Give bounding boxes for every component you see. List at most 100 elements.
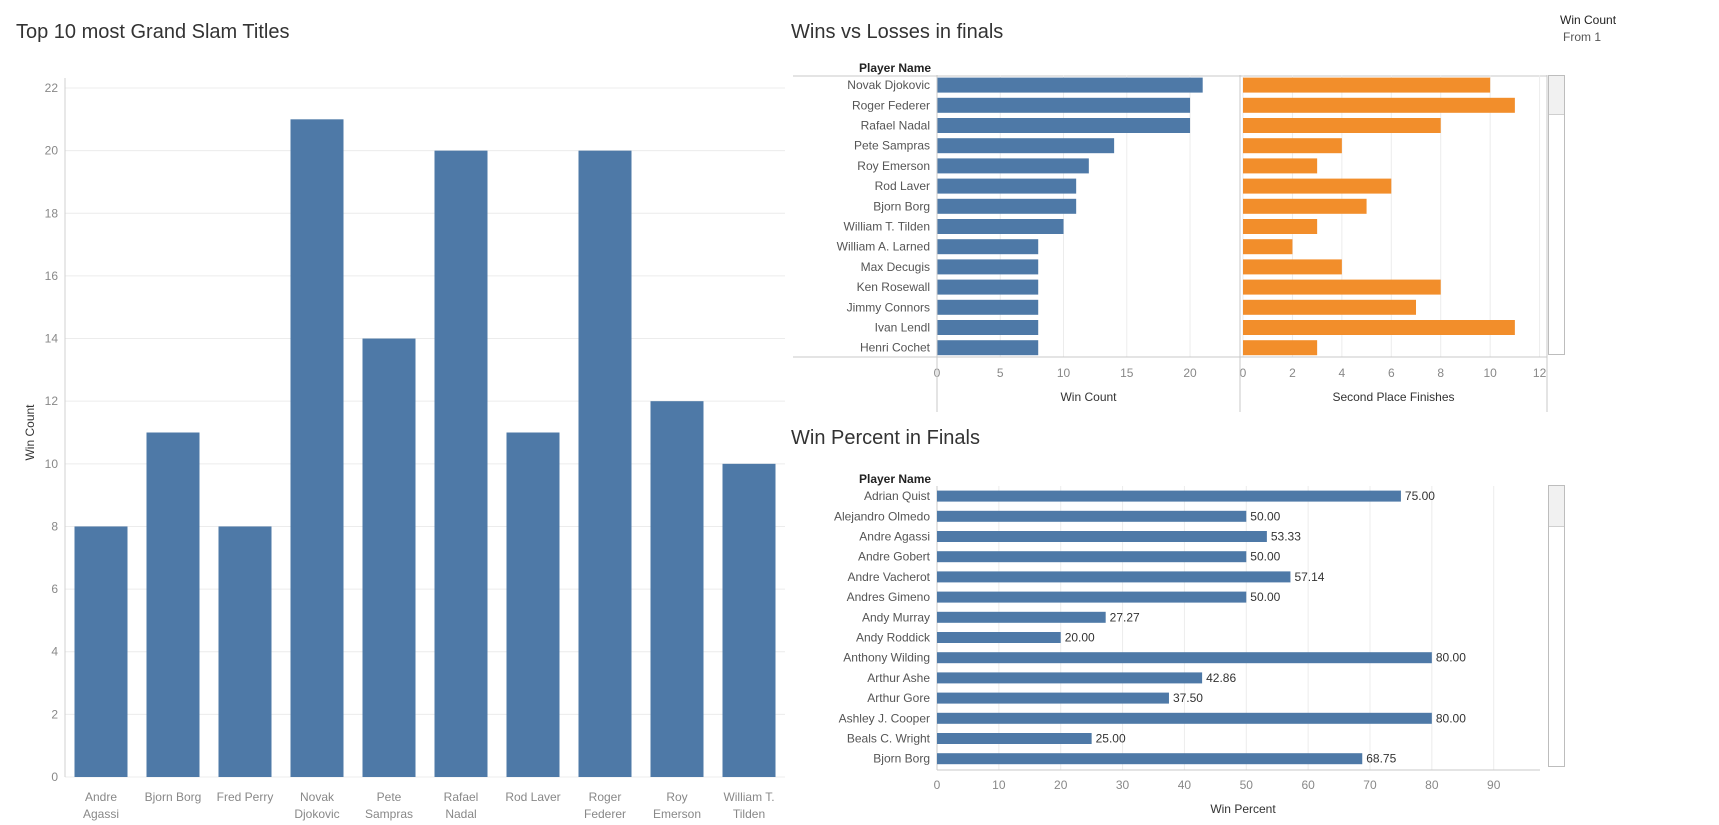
x-tick-label: 10	[1483, 366, 1497, 380]
x-tick-label: Sampras	[365, 807, 413, 821]
row-label: Pete Sampras	[854, 139, 930, 153]
x-tick-label: Roger	[589, 790, 622, 804]
win-bar-jimmy-connors	[937, 299, 1039, 315]
bar-rafael-nadal	[434, 150, 488, 778]
percent-bar-alejandro-olmedo	[937, 510, 1247, 522]
win-bar-bjorn-borg	[937, 198, 1077, 214]
percent-bar-andre-agassi	[937, 531, 1267, 542]
x-tick-label: 20	[1054, 778, 1068, 792]
data-label: 50.00	[1250, 550, 1280, 564]
x-tick-label: 10	[1057, 366, 1071, 380]
percent-bar-andy-murray	[937, 611, 1106, 623]
chart1-title: Top 10 most Grand Slam Titles	[16, 21, 290, 43]
x-tick-label: William T.	[723, 790, 774, 804]
x-tick-label: Bjorn Borg	[145, 790, 202, 804]
x-tick-label: 20	[1183, 366, 1197, 380]
data-label: 42.86	[1206, 671, 1236, 685]
x-tick-label: 6	[1388, 366, 1395, 380]
x-tick-label: Pete	[377, 790, 402, 804]
second-bar-max-decugis	[1243, 259, 1342, 275]
row-label: Arthur Gore	[867, 691, 930, 705]
win-bar-henri-cochet	[937, 340, 1039, 356]
row-label: Arthur Ashe	[867, 671, 930, 685]
x-tick-label: Tilden	[733, 807, 765, 821]
y-tick-label: 10	[45, 457, 59, 471]
row-label: Adrian Quist	[864, 489, 931, 503]
percent-bar-andre-gobert	[937, 551, 1247, 563]
x-axis-title: Win Percent	[1210, 802, 1276, 816]
y-tick-label: 16	[45, 269, 59, 283]
data-label: 27.27	[1110, 610, 1140, 624]
x-tick-label: 2	[1289, 366, 1296, 380]
data-label: 57.14	[1294, 570, 1324, 584]
percent-bar-arthur-gore	[937, 692, 1169, 704]
wins-losses-scrollbar[interactable]	[1548, 75, 1565, 355]
x-tick-label: 30	[1116, 778, 1130, 792]
x-tick-label: Rafael	[444, 790, 479, 804]
second-bar-roy-emerson	[1243, 158, 1318, 174]
second-bar-rod-laver	[1243, 178, 1392, 194]
win-bar-ivan-lendl	[937, 320, 1039, 335]
x-tick-label: 90	[1487, 778, 1501, 792]
percent-bar-arthur-ashe	[937, 672, 1203, 684]
data-label: 75.00	[1405, 489, 1435, 503]
win-bar-novak-djokovic	[937, 77, 1203, 93]
row-label: Andy Murray	[862, 610, 930, 624]
x-tick-label: 10	[992, 778, 1006, 792]
second-bar-ivan-lendl	[1243, 320, 1515, 335]
x-tick-label: 80	[1425, 778, 1439, 792]
bar-andre-agassi	[74, 526, 128, 777]
second-bar-roger-federer	[1243, 97, 1515, 113]
row-label: Ashley J. Cooper	[839, 711, 930, 725]
filter-value: From 1	[1563, 30, 1602, 44]
percent-bar-beals-c-wright	[937, 733, 1092, 744]
win-bar-rafael-nadal	[937, 118, 1191, 133]
bar-william-t-tilden	[722, 463, 776, 777]
win-percent-scrollbar[interactable]	[1548, 485, 1565, 767]
row-label: Bjorn Borg	[873, 752, 930, 766]
row-label: Andre Vacherot	[848, 570, 931, 584]
percent-bar-anthony-wilding	[937, 652, 1432, 664]
x-tick-label: 0	[934, 778, 941, 792]
y-tick-label: 6	[51, 582, 58, 596]
x-tick-label: Novak	[300, 790, 335, 804]
x-tick-label: 0	[1240, 366, 1247, 380]
win-bar-pete-sampras	[937, 138, 1115, 154]
row-label: Rafael Nadal	[861, 119, 930, 133]
percent-bar-adrian-quist	[937, 490, 1401, 502]
chart2-title: Wins vs Losses in finals	[791, 21, 1004, 43]
bar-bjorn-borg	[146, 432, 200, 777]
x-tick-label: 5	[997, 366, 1004, 380]
data-label: 80.00	[1436, 651, 1466, 665]
y-axis-title: Win Count	[23, 404, 37, 461]
row-label: Andres Gimeno	[847, 590, 931, 604]
bar-fred-perry	[218, 526, 272, 777]
y-tick-label: 20	[45, 144, 59, 158]
percent-bar-ashley-j-cooper	[937, 712, 1432, 724]
x-tick-label: Rod Laver	[505, 790, 560, 804]
win-count-filter[interactable]: Win Count From 1	[1560, 13, 1616, 44]
wins-losses-scroll-thumb[interactable]	[1549, 76, 1564, 115]
row-label: Henri Cochet	[860, 341, 931, 355]
x-tick-label: 70	[1363, 778, 1377, 792]
bar-pete-sampras	[362, 338, 416, 777]
bar-roger-federer	[578, 150, 632, 778]
y-tick-label: 4	[51, 645, 58, 659]
x-tick-label: 50	[1240, 778, 1254, 792]
win-bar-max-decugis	[937, 259, 1039, 275]
row-label: William T. Tilden	[844, 220, 930, 234]
y-tick-label: 8	[51, 519, 58, 533]
row-label: Andy Roddick	[856, 631, 931, 645]
x-tick-label: 8	[1437, 366, 1444, 380]
row-header: Player Name	[859, 472, 931, 486]
x-tick-label: 60	[1301, 778, 1315, 792]
win-bar-roy-emerson	[937, 158, 1089, 174]
bar-roy-emerson	[650, 401, 704, 777]
second-bar-william-a-larned	[1243, 239, 1293, 255]
data-label: 53.33	[1271, 530, 1301, 544]
x-tick-label: Federer	[584, 807, 626, 821]
win-bar-william-a-larned	[937, 239, 1039, 255]
win-percent-scroll-thumb[interactable]	[1549, 486, 1564, 527]
data-label: 80.00	[1436, 711, 1466, 725]
